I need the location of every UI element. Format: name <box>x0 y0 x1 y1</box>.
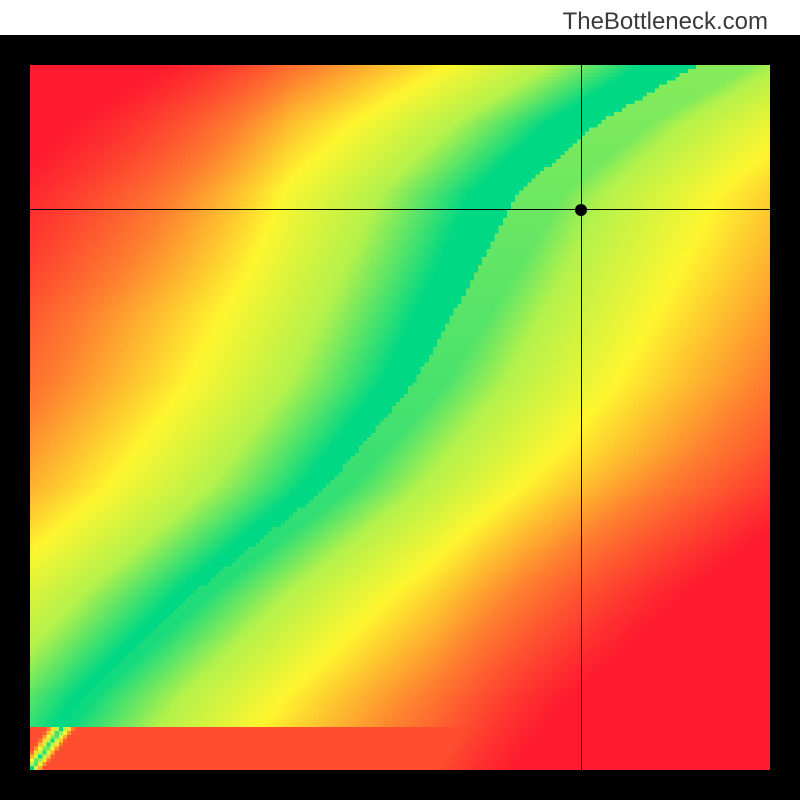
crosshair-marker <box>575 204 587 216</box>
crosshair-vertical <box>581 65 582 770</box>
heatmap-canvas-wrap <box>30 65 770 770</box>
crosshair-horizontal <box>30 209 770 210</box>
watermark-text: TheBottleneck.com <box>563 8 768 36</box>
chart-container: TheBottleneck.com <box>0 0 800 800</box>
heatmap-canvas <box>30 65 770 770</box>
